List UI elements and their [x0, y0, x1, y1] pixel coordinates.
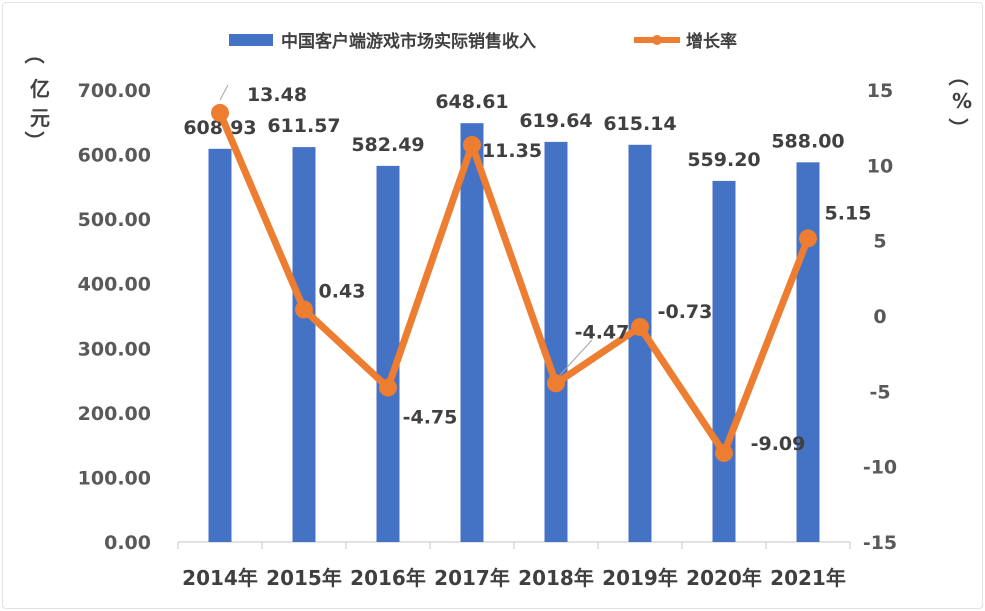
left-tick-label: 500.00	[78, 209, 151, 231]
bar	[292, 147, 316, 542]
growth-data-label: 13.48	[247, 84, 307, 106]
left-axis-unit-char: ）	[22, 131, 46, 151]
growth-data-label: 11.35	[482, 140, 542, 162]
right-tick-label: 15	[867, 80, 893, 102]
right-axis-unit: （ % ）	[946, 66, 972, 138]
growth-marker	[799, 229, 817, 248]
left-tick-label: 400.00	[78, 274, 151, 296]
bar	[544, 141, 568, 543]
x-tick-label: 2018年	[518, 566, 594, 590]
growth-marker	[379, 378, 397, 397]
legend-label-revenue: 中国客户端游戏市场实际销售收入	[281, 31, 536, 52]
right-axis-unit-char: %	[952, 89, 972, 113]
left-tick-label: 0.00	[104, 532, 151, 554]
right-tick-label: 0	[873, 306, 886, 328]
growth-data-labels: 13.48 0.43 -4.75 11.35 -4.47 -0.73 -9.09 5.15	[219, 84, 872, 455]
bar-data-label: 615.14	[603, 113, 676, 135]
legend-label-growth: 增长率	[686, 31, 737, 52]
right-axis-ticks: -15 -10 -5 0 5 10 15	[863, 80, 897, 554]
x-tick-label: 2017年	[434, 566, 510, 590]
left-axis-unit: （ 亿 元 ）	[22, 44, 50, 151]
right-tick-label: 5	[873, 231, 886, 253]
right-tick-label: -5	[869, 381, 890, 403]
left-tick-label: 200.00	[78, 403, 151, 425]
left-axis-unit-char: 元	[30, 106, 50, 130]
growth-marker	[211, 103, 229, 122]
left-axis-unit-char: 亿	[30, 77, 50, 101]
legend: 中国客户端游戏市场实际销售收入 增长率	[229, 31, 737, 52]
growth-marker	[631, 317, 649, 336]
left-tick-label: 600.00	[78, 145, 151, 167]
bar	[460, 123, 484, 542]
bar	[208, 148, 232, 542]
growth-data-label: -4.75	[403, 407, 458, 429]
legend-swatch-growth-marker	[652, 35, 662, 45]
x-tick-label: 2015年	[266, 566, 342, 590]
left-tick-label: 700.00	[78, 80, 151, 102]
right-axis-unit-char: （	[946, 66, 970, 86]
x-tick-label: 2016年	[350, 566, 426, 590]
bar	[712, 180, 736, 542]
left-axis-ticks: 0.00 100.00 200.00 300.00 400.00 500.00 600.00…	[78, 80, 151, 554]
bar-data-labels: 608.93 611.57 582.49 648.61 619.64 615.14 559.…	[183, 91, 844, 171]
right-axis-unit-char: ）	[946, 118, 970, 138]
growth-line	[216, 109, 812, 457]
growth-data-label: 5.15	[825, 202, 872, 224]
leader-line	[219, 84, 229, 101]
growth-marker	[295, 300, 313, 319]
growth-data-label: -9.09	[751, 433, 806, 455]
leader-line	[559, 339, 593, 376]
bar-data-label: 619.64	[519, 110, 592, 132]
x-tick-label: 2014年	[182, 566, 258, 590]
bar-data-label: 608.93	[183, 117, 256, 139]
bar-series	[208, 123, 820, 543]
legend-swatch-revenue	[229, 34, 273, 46]
growth-data-label: -4.47	[575, 321, 630, 343]
right-tick-label: -15	[863, 532, 897, 554]
growth-marker	[715, 443, 733, 462]
x-tick-label: 2019年	[602, 566, 678, 590]
bar	[628, 144, 652, 542]
bar	[376, 165, 400, 543]
bar-data-label: 648.61	[435, 91, 508, 113]
right-tick-label: 10	[867, 155, 893, 177]
x-tick-label: 2021年	[770, 566, 846, 590]
bar	[796, 162, 820, 542]
growth-line-series	[211, 103, 817, 462]
left-tick-label: 100.00	[78, 467, 151, 489]
x-tick-label: 2020年	[686, 566, 762, 590]
growth-marker	[547, 374, 565, 393]
growth-data-label: 0.43	[319, 281, 366, 303]
bar-data-label: 559.20	[687, 149, 760, 171]
right-tick-label: -10	[863, 457, 897, 479]
growth-data-label: -0.73	[658, 301, 713, 323]
bar-data-label: 582.49	[351, 134, 424, 156]
left-tick-label: 300.00	[78, 338, 151, 360]
x-axis: 2014年 2015年 2016年 2017年 2018年 2019年 2020年 2021年	[177, 541, 851, 590]
bar-data-label: 611.57	[267, 115, 340, 137]
bar-data-label: 588.00	[771, 130, 844, 152]
growth-marker	[463, 135, 481, 154]
left-axis-unit-char: （	[22, 44, 46, 64]
